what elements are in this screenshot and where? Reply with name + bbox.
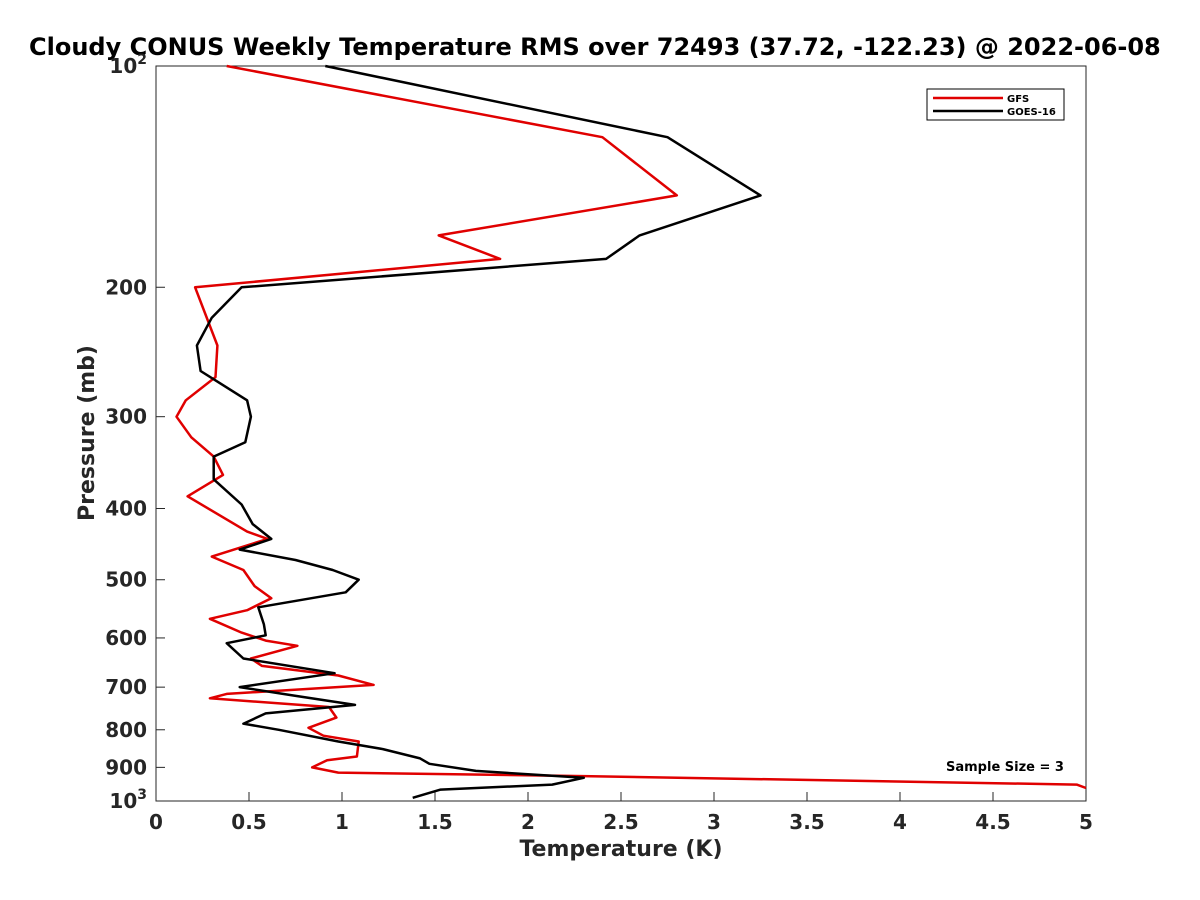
- x-tick-label: 5: [1079, 810, 1093, 834]
- y-tick-label-text: 300: [105, 405, 147, 429]
- x-tick-label: 0: [149, 810, 163, 834]
- series-line-goes-16: [195, 64, 762, 799]
- y-tick-label-text: 10: [109, 789, 137, 813]
- x-tick-label: 2.5: [603, 810, 638, 834]
- x-tick-label: 4.5: [975, 810, 1010, 834]
- y-tick-label: 300: [105, 405, 147, 429]
- y-tick-label-text: 400: [105, 497, 147, 521]
- y-tick-label-text: 900: [105, 755, 147, 779]
- series-line-gfs: [175, 64, 1087, 790]
- y-tick-label-text: 200: [105, 275, 147, 299]
- y-tick-label: 200: [105, 275, 147, 299]
- y-axis-label: Pressure (mb): [75, 345, 100, 521]
- y-tick-label: 700: [105, 675, 147, 699]
- x-tick-label: 3.5: [789, 810, 824, 834]
- y-tick-label-text: 10: [109, 54, 137, 78]
- chart-title: Cloudy CONUS Weekly Temperature RMS over…: [29, 33, 1161, 61]
- y-tick-label-text: 800: [105, 718, 147, 742]
- x-axis-label: Temperature (K): [519, 837, 722, 862]
- x-tick-label: 4: [893, 810, 907, 834]
- y-tick-label: 900: [105, 755, 147, 779]
- sample-size-annotation: Sample Size = 3: [946, 760, 1064, 775]
- legend-label-gfs: GFS: [1007, 94, 1029, 105]
- y-tick-label-exponent: 2: [137, 52, 147, 68]
- y-tick-label-text: 500: [105, 568, 147, 592]
- y-tick-label: 102: [109, 52, 147, 78]
- y-tick-label: 103: [109, 787, 147, 813]
- y-tick-label-exponent: 3: [137, 787, 147, 803]
- x-tick-label: 0.5: [231, 810, 266, 834]
- y-tick-label-text: 600: [105, 626, 147, 650]
- y-tick-label: 400: [105, 497, 147, 521]
- x-tick-label: 1.5: [417, 810, 452, 834]
- legend-box: [926, 88, 1065, 121]
- y-tick-label: 800: [105, 718, 147, 742]
- x-tick-label: 1: [335, 810, 349, 834]
- y-tick-label: 600: [105, 626, 147, 650]
- x-tick-label: 2: [521, 810, 535, 834]
- legend: GFS GOES-16: [926, 88, 1065, 121]
- legend-label-goes-16: GOES-16: [1007, 107, 1056, 118]
- y-tick-label: 500: [105, 568, 147, 592]
- x-axis: 0 0.5 1 1.5 2 2.5 3 3.5 4 4.5 5: [149, 792, 1093, 834]
- series-lines: [175, 64, 1087, 799]
- x-tick-label: 3: [707, 810, 721, 834]
- y-tick-label-text: 700: [105, 675, 147, 699]
